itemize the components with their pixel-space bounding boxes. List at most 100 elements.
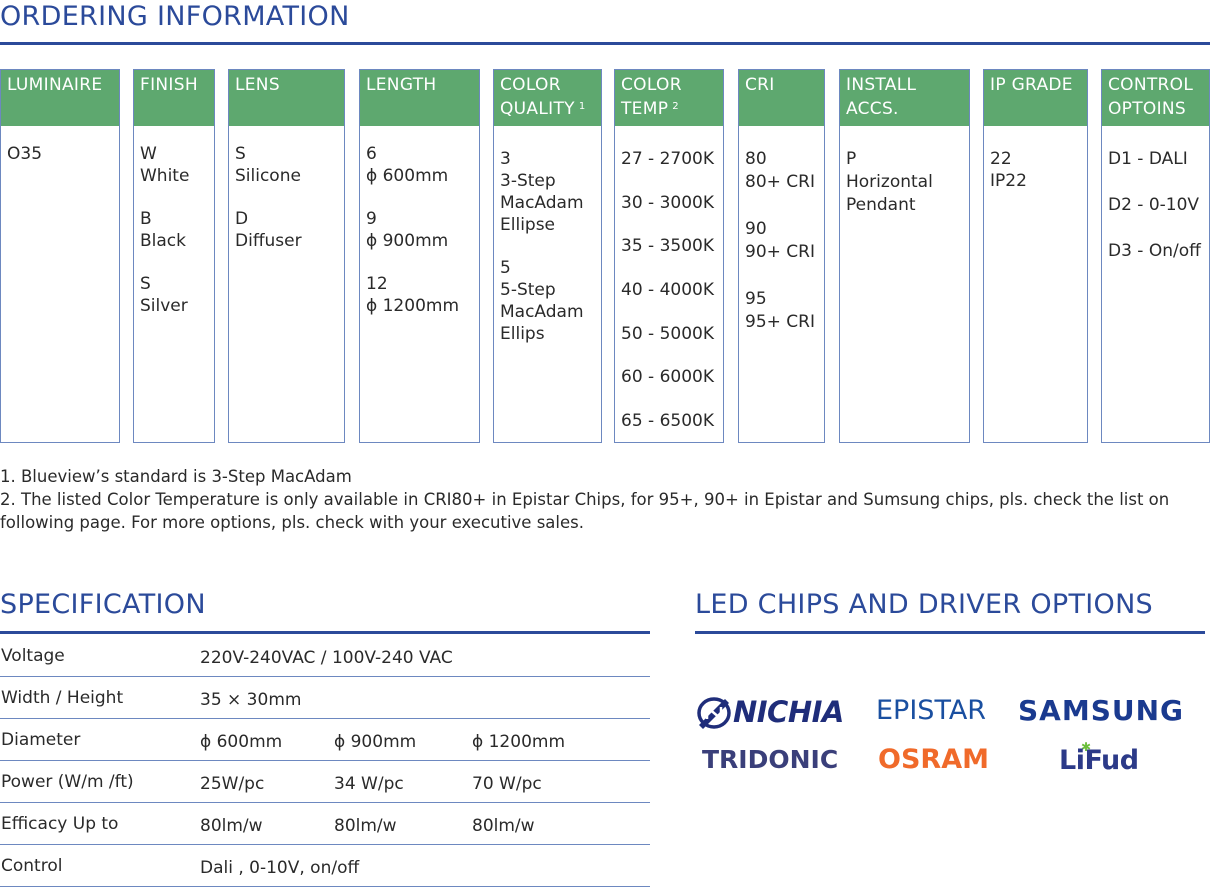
option-line: Black <box>140 231 186 251</box>
spec-value: 220V-240VAC / 100V-240 VAC <box>200 648 453 668</box>
option-line: 65 - 6500K <box>621 411 714 432</box>
option-line: 6 <box>366 144 377 164</box>
option-line: D <box>235 209 249 229</box>
column-color-temp: COLOR TEMP 2 27 - 2700K 30 - 3000K 35 - 3500K… <box>614 69 724 443</box>
option-line: Horizontal <box>846 172 933 192</box>
option-line: O35 <box>7 144 43 164</box>
option-line: 80 <box>745 149 767 169</box>
lifud-logo-text: LiFud <box>1059 745 1139 776</box>
column-header-line: LENS <box>235 75 280 95</box>
option-group: D Diffuser <box>235 208 338 252</box>
option-line: 30 - 3000K <box>621 192 714 213</box>
option-line: ϕ 1200mm <box>366 296 460 316</box>
option-group: S Silicone <box>235 143 338 187</box>
option-group: 90 90+ CRI <box>745 218 818 264</box>
option-group: 3 3-Step MacAdam Ellipse <box>500 148 595 236</box>
spec-row: Power (W/m /ft) 25W/pc 34 W/pc 70 W/pc <box>0 762 650 803</box>
option-group: 12 ϕ 1200mm <box>366 273 473 317</box>
option-group: D2 - 0-10V <box>1108 194 1203 216</box>
option-line: 95 <box>745 289 767 309</box>
option-group: O35 <box>7 143 113 165</box>
spec-value: 80lm/w <box>472 816 535 836</box>
option-line: 9 <box>366 209 377 229</box>
option-line: Ellipse <box>500 215 556 235</box>
column-options: 27 - 2700K 30 - 3000K 35 - 3500K 40 - 4000K… <box>615 126 723 454</box>
column-header: CONTROL OPTOINS <box>1102 70 1209 126</box>
option-line: B <box>140 209 152 229</box>
column-install-accs: INSTALL ACCS. P Horizontal Pendant <box>839 69 970 443</box>
column-header-line: INSTALL <box>846 75 917 95</box>
led-chips-title-rule <box>695 631 1205 634</box>
ordering-title-rule <box>0 42 1210 45</box>
spec-label: Control <box>1 856 63 876</box>
option-group: W White <box>140 143 208 187</box>
column-header: LUMINAIRE <box>1 70 119 126</box>
option-line: 60 - 6000K <box>621 367 714 388</box>
option-line: 3 <box>500 149 511 169</box>
option-line: 95+ CRI <box>745 312 815 332</box>
note-2: 2. The listed Color Temperature is only … <box>0 490 1170 532</box>
column-header: CRI <box>739 70 824 126</box>
column-finish: FINISH W White B Black S Silver <box>133 69 215 443</box>
option-line: IP22 <box>990 171 1027 191</box>
footnote-marker: 1 <box>578 101 586 112</box>
column-header-line: IP GRADE <box>990 75 1073 95</box>
column-options: O35 <box>1 126 119 165</box>
column-lens: LENS S Silicone D Diffuser <box>228 69 345 443</box>
column-header-line: QUALITY 1 <box>500 99 586 119</box>
option-line: 12 <box>366 274 388 294</box>
samsung-logo: SAMSUNG <box>1018 694 1185 727</box>
option-line: 5-Step <box>500 280 556 300</box>
option-line: Pendant <box>846 195 916 215</box>
tridonic-logo: TRIDONIC <box>702 745 839 774</box>
column-options: 80 80+ CRI 90 90+ CRI 95 95+ CRI <box>739 126 824 334</box>
column-header: LENS <box>229 70 344 126</box>
option-line: ϕ 600mm <box>366 166 449 186</box>
option-group: 5 5-Step MacAdam Ellips <box>500 257 595 345</box>
spec-label: Diameter <box>1 730 81 750</box>
option-line: P <box>846 149 857 169</box>
column-header-line: CONTROL <box>1108 75 1194 95</box>
column-header-line: FINISH <box>140 75 198 95</box>
column-options: W White B Black S Silver <box>134 126 214 317</box>
spec-value: 35 × 30mm <box>200 690 302 710</box>
column-header-line: CRI <box>745 75 775 95</box>
option-line: 27 - 2700K <box>621 149 714 169</box>
option-line: W <box>140 144 157 164</box>
option-line: D1 - DALI <box>1108 149 1188 169</box>
column-header-line: ACCS. <box>846 99 899 119</box>
nichia-logo-icon <box>697 697 731 729</box>
column-color-quality: COLOR QUALITY 1 3 3-Step MacAdam Ellipse 5 5-Ste… <box>493 69 602 443</box>
option-group: 22 IP22 <box>990 148 1081 192</box>
option-line: MacAdam <box>500 302 584 322</box>
option-group: 95 95+ CRI <box>745 288 818 334</box>
column-control: CONTROL OPTOINS D1 - DALI D2 - 0-10V D3 - On… <box>1101 69 1210 443</box>
column-luminaire: LUMINAIRE O35 <box>0 69 120 443</box>
option-line: Silicone <box>235 166 301 186</box>
column-header-line: OPTOINS <box>1108 99 1187 119</box>
option-line: S <box>140 274 151 294</box>
option-line: 80+ CRI <box>745 172 815 192</box>
ordering-notes: 1. Blueview’s standard is 3-Step MacAdam… <box>0 465 1205 534</box>
column-header: INSTALL ACCS. <box>840 70 969 126</box>
spec-value: ϕ 600mm <box>200 732 283 752</box>
column-header: COLOR TEMP 2 <box>615 70 723 126</box>
spec-row: Voltage 220V-240VAC / 100V-240 VAC <box>0 636 650 677</box>
option-group: D3 - On/off <box>1108 240 1203 262</box>
column-header-line: LUMINAIRE <box>7 75 103 95</box>
option-line: 90+ CRI <box>745 242 815 262</box>
spec-value: ϕ 1200mm <box>472 732 566 752</box>
option-line: 90 <box>745 219 767 239</box>
column-options: 3 3-Step MacAdam Ellipse 5 5-Step MacAdam Ellip… <box>494 126 601 345</box>
option-group: S Silver <box>140 273 208 317</box>
option-line: 35 - 3500K <box>621 236 714 257</box>
column-header: LENGTH <box>360 70 479 126</box>
spec-label: Width / Height <box>1 688 124 708</box>
column-header: FINISH <box>134 70 214 126</box>
option-group: D1 - DALI <box>1108 148 1203 170</box>
option-line: Diffuser <box>235 231 302 251</box>
specification-title: SPECIFICATION <box>0 589 206 620</box>
